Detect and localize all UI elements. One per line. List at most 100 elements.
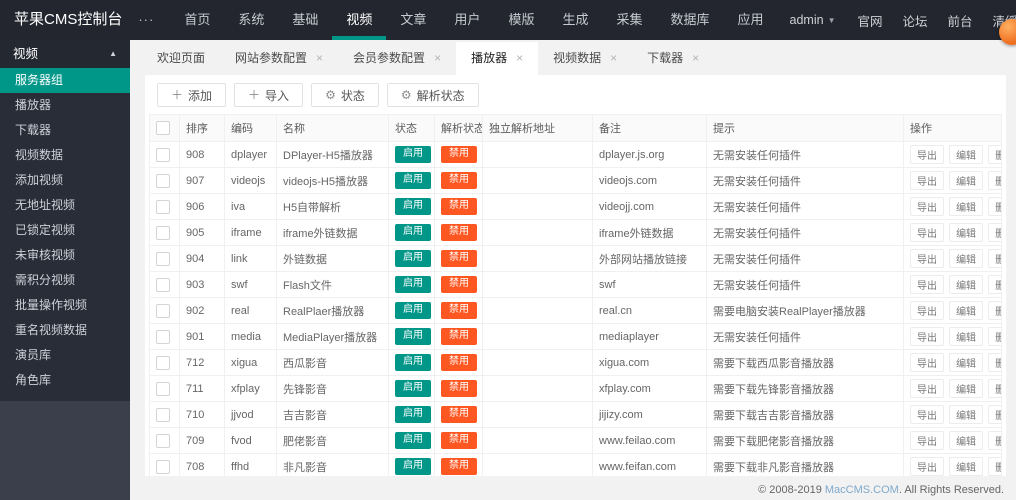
add-button[interactable]: ＋ 添加 (157, 83, 227, 107)
sidebar-item[interactable]: 演员库 (0, 343, 130, 368)
delete-button[interactable]: 删除 (988, 197, 1001, 216)
parse-status-badge-disabled[interactable]: 禁用 (441, 250, 477, 267)
row-checkbox[interactable] (156, 251, 170, 266)
tab[interactable]: 视频数据 × (538, 42, 632, 75)
nav-item[interactable]: 模版 (494, 0, 548, 40)
nav-item[interactable]: 首页 (170, 0, 224, 40)
sidebar-item[interactable]: 添加视频 (0, 168, 130, 193)
delete-button[interactable]: 删除 (988, 379, 1001, 398)
status-button[interactable]: ⚙ 状态 (311, 83, 379, 107)
status-badge-enabled[interactable]: 启用 (395, 406, 431, 423)
delete-button[interactable]: 删除 (988, 353, 1001, 372)
status-badge-enabled[interactable]: 启用 (395, 198, 431, 215)
close-icon[interactable]: × (316, 51, 324, 65)
nav-item[interactable]: 文章 (386, 0, 440, 40)
row-checkbox[interactable] (156, 433, 170, 448)
sidebar-item[interactable]: 角色库 (0, 368, 130, 393)
delete-button[interactable]: 删除 (988, 405, 1001, 424)
sidebar-section-header[interactable]: 视频 ▲ (0, 40, 130, 68)
export-button[interactable]: 导出 (910, 197, 944, 216)
export-button[interactable]: 导出 (910, 145, 944, 164)
parse-status-badge-disabled[interactable]: 禁用 (441, 432, 477, 449)
status-badge-enabled[interactable]: 启用 (395, 380, 431, 397)
nav-item[interactable]: 系统 (224, 0, 278, 40)
row-checkbox[interactable] (156, 329, 170, 344)
delete-button[interactable]: 删除 (988, 275, 1001, 294)
edit-button[interactable]: 编辑 (949, 457, 984, 476)
row-checkbox[interactable] (156, 173, 170, 188)
floating-service-icon[interactable] (999, 19, 1016, 45)
edit-button[interactable]: 编辑 (949, 275, 984, 294)
sidebar-item[interactable]: 播放器 (0, 93, 130, 118)
tab[interactable]: 网站参数配置 × (220, 42, 338, 75)
row-checkbox[interactable] (156, 199, 170, 214)
export-button[interactable]: 导出 (910, 353, 944, 372)
delete-button[interactable]: 删除 (988, 301, 1001, 320)
parse-status-badge-disabled[interactable]: 禁用 (441, 276, 477, 293)
status-badge-enabled[interactable]: 启用 (395, 276, 431, 293)
nav-item[interactable]: 数据库 (656, 0, 723, 40)
sidebar-item[interactable]: 重名视频数据 (0, 318, 130, 343)
export-button[interactable]: 导出 (910, 275, 944, 294)
tab[interactable]: 会员参数配置 × (338, 42, 456, 75)
edit-button[interactable]: 编辑 (949, 145, 984, 164)
delete-button[interactable]: 删除 (988, 457, 1001, 476)
parse-status-badge-disabled[interactable]: 禁用 (441, 406, 477, 423)
nav-item[interactable]: 视频 (332, 0, 386, 40)
nav-item[interactable]: 生成 (548, 0, 602, 40)
sidebar-item[interactable]: 服务器组 (0, 68, 130, 93)
row-checkbox[interactable] (156, 381, 170, 396)
edit-button[interactable]: 编辑 (949, 431, 984, 450)
status-badge-enabled[interactable]: 启用 (395, 458, 431, 475)
row-checkbox[interactable] (156, 147, 170, 162)
row-checkbox[interactable] (156, 225, 170, 240)
status-badge-enabled[interactable]: 启用 (395, 302, 431, 319)
export-button[interactable]: 导出 (910, 327, 944, 346)
export-button[interactable]: 导出 (910, 223, 944, 242)
nav-item[interactable]: 用户 (440, 0, 494, 40)
status-badge-enabled[interactable]: 启用 (395, 432, 431, 449)
row-checkbox[interactable] (156, 355, 170, 370)
parse-status-button[interactable]: ⚙ 解析状态 (386, 83, 479, 107)
parse-status-badge-disabled[interactable]: 禁用 (441, 302, 477, 319)
export-button[interactable]: 导出 (910, 379, 944, 398)
edit-button[interactable]: 编辑 (949, 171, 984, 190)
close-icon[interactable]: × (610, 51, 618, 65)
navbar-link[interactable]: 论坛 (893, 11, 938, 30)
sidebar-item[interactable]: 视频数据 (0, 143, 130, 168)
sidebar-item[interactable]: 未审核视频 (0, 243, 130, 268)
delete-button[interactable]: 删除 (988, 327, 1001, 346)
parse-status-badge-disabled[interactable]: 禁用 (441, 224, 477, 241)
parse-status-badge-disabled[interactable]: 禁用 (441, 458, 477, 475)
parse-status-badge-disabled[interactable]: 禁用 (441, 354, 477, 371)
tab[interactable]: 下载器 × (632, 42, 714, 75)
user-dropdown[interactable]: admin ▼ (778, 13, 848, 27)
nav-item[interactable]: 应用 (724, 0, 778, 40)
parse-status-badge-disabled[interactable]: 禁用 (441, 328, 477, 345)
sidebar-item[interactable]: 无地址视频 (0, 193, 130, 218)
status-badge-enabled[interactable]: 启用 (395, 250, 431, 267)
more-menu-icon[interactable]: ··· (138, 12, 155, 27)
nav-item[interactable]: 基础 (278, 0, 332, 40)
row-checkbox[interactable] (156, 303, 170, 318)
nav-item[interactable]: 采集 (602, 0, 656, 40)
sidebar-item[interactable]: 需积分视频 (0, 268, 130, 293)
sidebar-item[interactable]: 批量操作视频 (0, 293, 130, 318)
export-button[interactable]: 导出 (910, 249, 944, 268)
edit-button[interactable]: 编辑 (949, 223, 984, 242)
row-checkbox[interactable] (156, 407, 170, 422)
row-checkbox[interactable] (156, 459, 170, 474)
delete-button[interactable]: 删除 (988, 249, 1001, 268)
import-button[interactable]: ＋ 导入 (234, 83, 304, 107)
close-icon[interactable]: × (434, 51, 442, 65)
export-button[interactable]: 导出 (910, 405, 944, 424)
status-badge-enabled[interactable]: 启用 (395, 172, 431, 189)
select-all-checkbox[interactable] (156, 121, 170, 135)
status-badge-enabled[interactable]: 启用 (395, 328, 431, 345)
sidebar-item[interactable]: 已锁定视频 (0, 218, 130, 243)
maccms-link[interactable]: MacCMS.COM (824, 484, 899, 496)
parse-status-badge-disabled[interactable]: 禁用 (441, 172, 477, 189)
close-icon[interactable]: × (516, 51, 524, 65)
edit-button[interactable]: 编辑 (949, 353, 984, 372)
status-badge-enabled[interactable]: 启用 (395, 146, 431, 163)
